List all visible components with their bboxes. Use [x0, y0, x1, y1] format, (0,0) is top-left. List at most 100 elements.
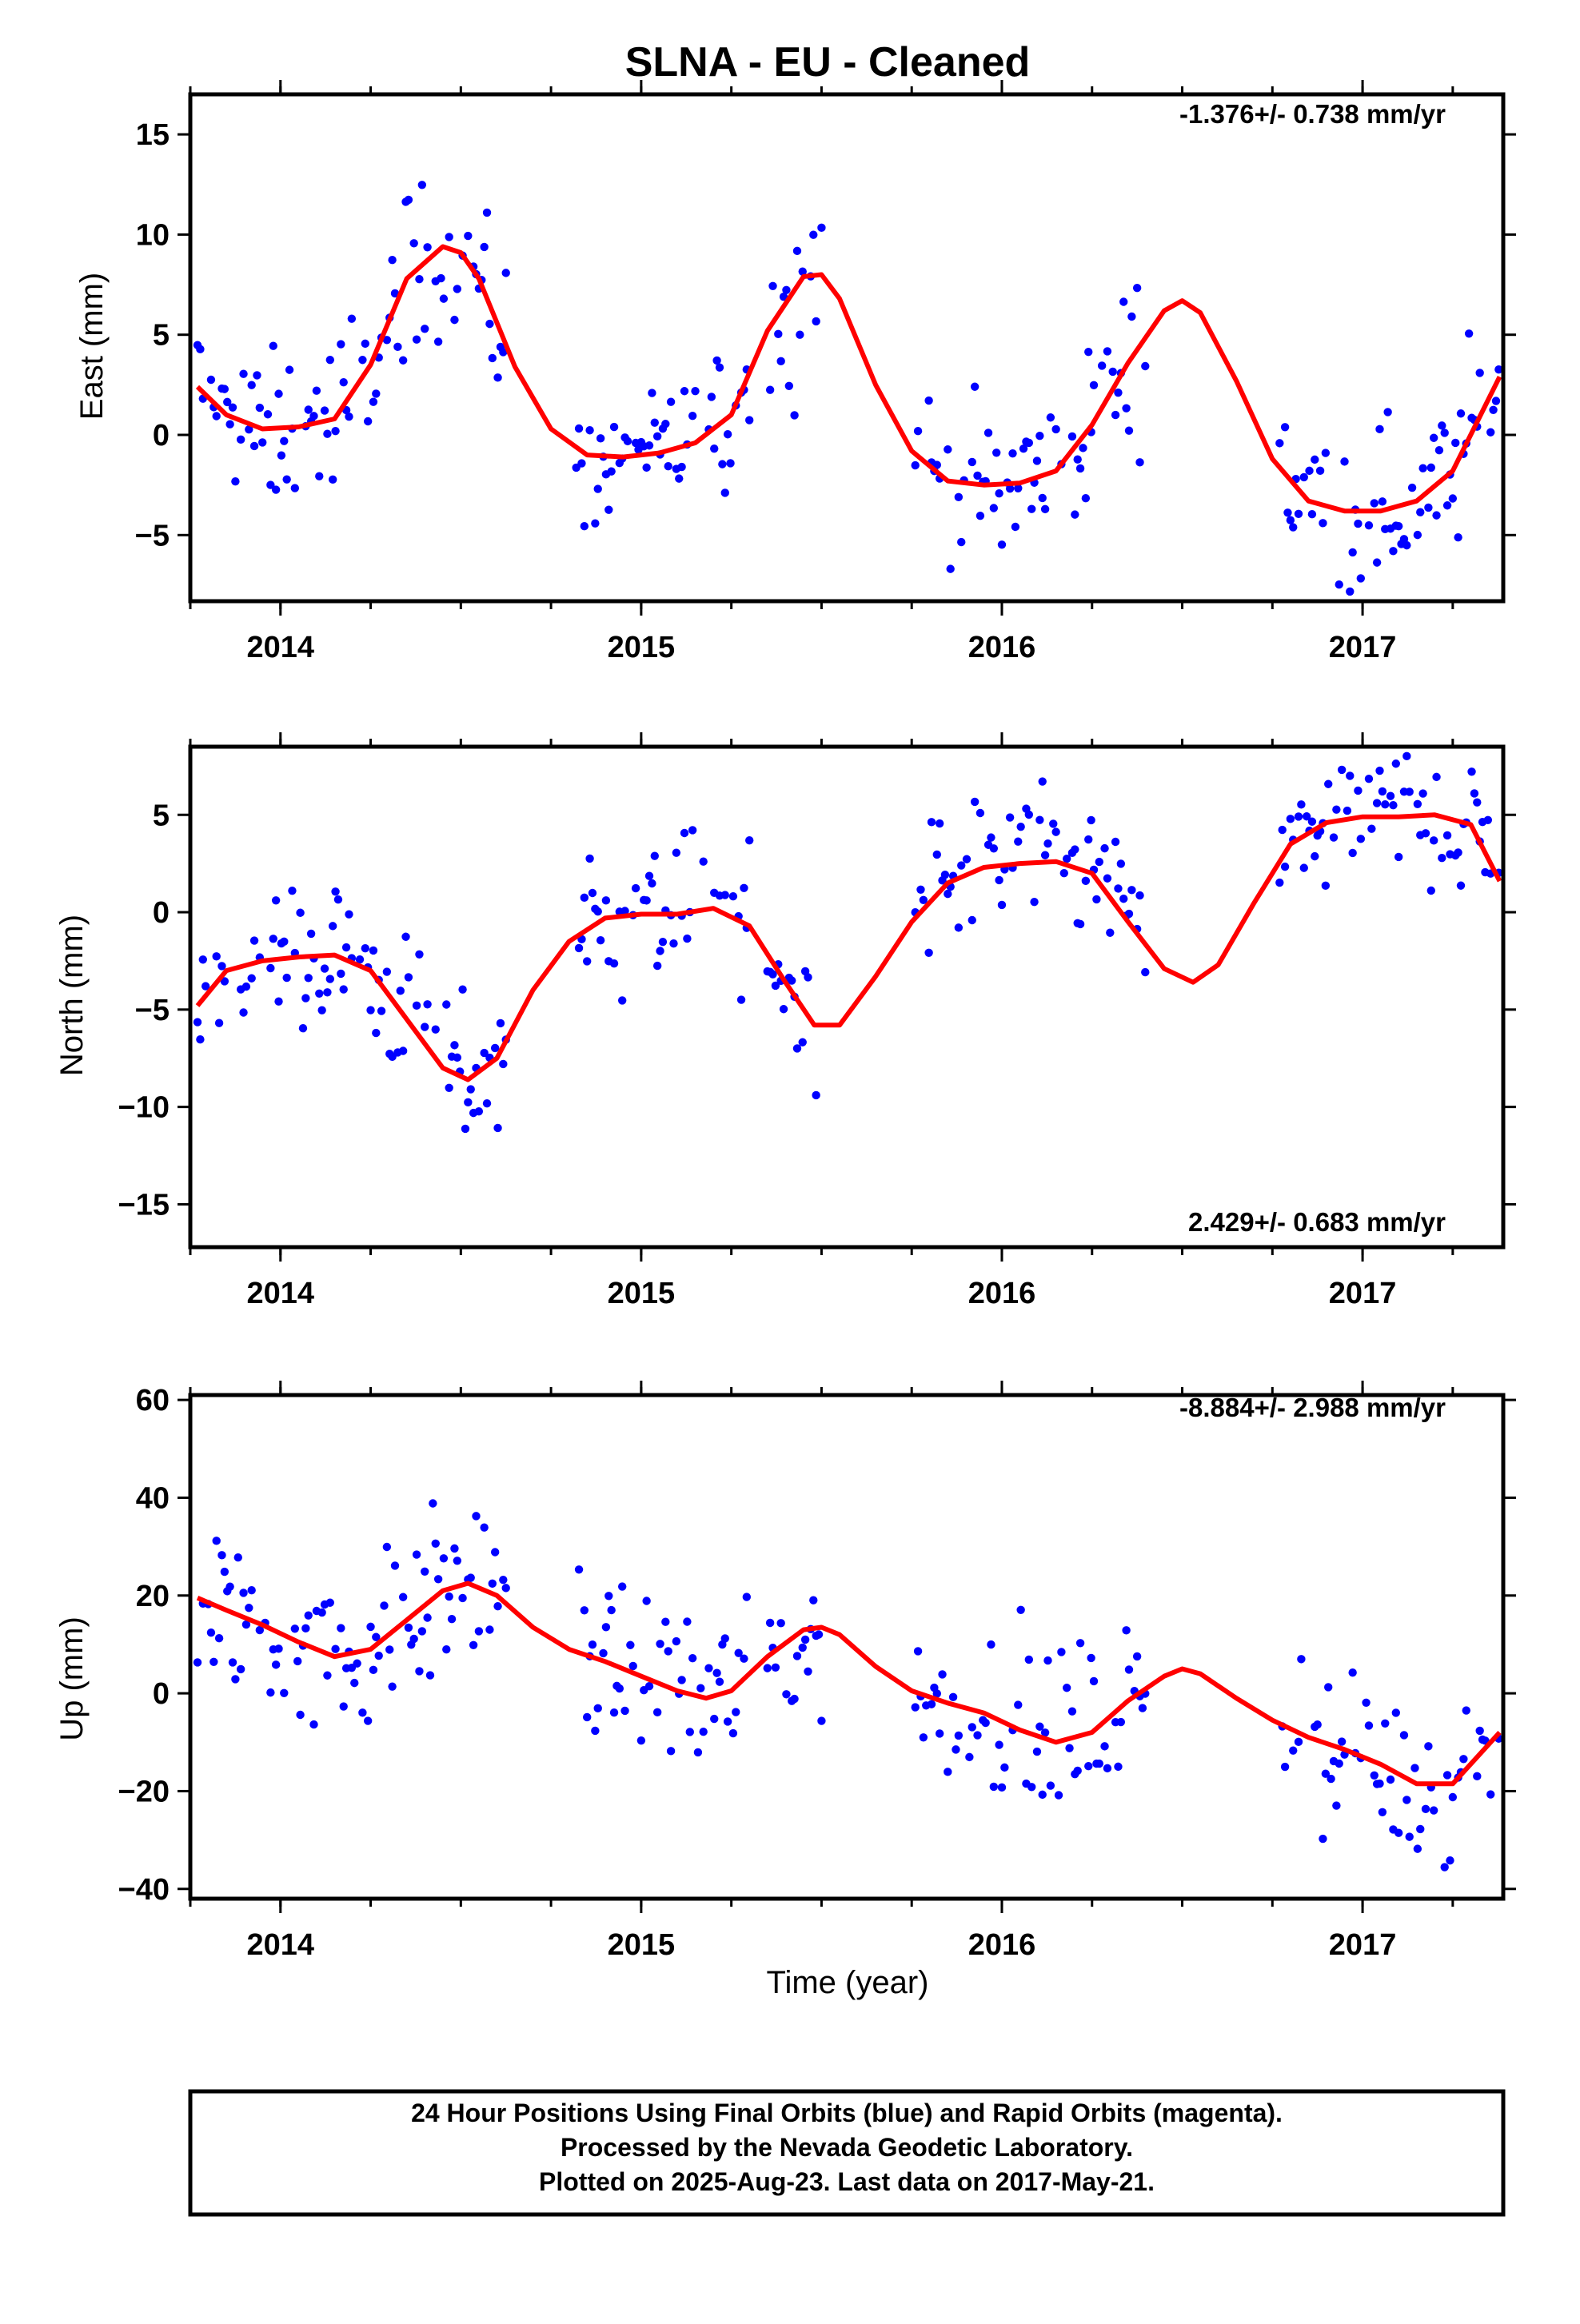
data-point: [1442, 1771, 1452, 1780]
data-point: [1375, 1779, 1384, 1788]
data-point: [223, 397, 232, 407]
data-point: [636, 1736, 646, 1745]
data-point: [421, 1567, 429, 1576]
data-point: [644, 871, 654, 880]
data-point: [1092, 895, 1101, 904]
data-point: [1383, 408, 1392, 417]
data-point: [913, 427, 923, 436]
data-point: [1486, 428, 1495, 436]
data-point: [1016, 822, 1025, 831]
data-point: [631, 883, 640, 893]
data-point: [255, 1625, 265, 1635]
data-point: [1030, 897, 1039, 907]
data-point: [652, 1708, 662, 1717]
data-point: [490, 1548, 500, 1557]
data-point: [1315, 466, 1325, 476]
data-point: [466, 1573, 475, 1582]
data-point: [388, 256, 397, 265]
data-point: [501, 269, 510, 277]
data-point: [304, 405, 313, 414]
data-point: [661, 420, 670, 429]
data-point: [973, 1731, 982, 1740]
data-point: [1418, 789, 1427, 798]
data-point: [652, 961, 662, 971]
data-point: [1081, 876, 1091, 886]
data-point: [361, 339, 369, 349]
x-tick-label: 2015: [608, 1928, 676, 1962]
data-point: [1319, 1834, 1327, 1844]
data-point: [1294, 1737, 1303, 1747]
data-point: [231, 476, 240, 486]
data-point: [1311, 851, 1319, 861]
data-point: [488, 1579, 497, 1589]
data-point: [445, 1083, 453, 1092]
data-point: [258, 438, 267, 447]
data-point: [989, 844, 999, 853]
data-point: [1494, 365, 1503, 374]
data-point: [217, 962, 226, 971]
data-point: [954, 923, 964, 932]
data-point: [995, 875, 1003, 885]
data-point: [212, 1537, 221, 1545]
data-point: [1462, 1706, 1470, 1715]
data-point: [1378, 497, 1387, 506]
data-point: [271, 896, 281, 905]
data-point: [734, 1648, 743, 1657]
data-point: [417, 1627, 427, 1636]
data-point: [309, 1720, 318, 1729]
data-point: [1127, 312, 1136, 321]
data-point: [1348, 848, 1357, 858]
data-point: [913, 1647, 923, 1656]
data-point: [328, 922, 337, 931]
data-point: [699, 1728, 708, 1736]
data-point: [680, 828, 689, 838]
data-point: [1343, 806, 1352, 815]
data-point: [415, 1667, 424, 1676]
data-point: [932, 460, 941, 469]
y-tick-label: 15: [136, 118, 170, 152]
data-point: [672, 1636, 681, 1646]
data-point: [220, 1567, 229, 1577]
data-point: [642, 463, 651, 472]
data-point: [474, 1106, 484, 1116]
data-point: [957, 861, 966, 870]
data-point: [790, 1694, 799, 1704]
east-panel: -1.376+/- 0.738 mm/yr East (mm) 2014 2015…: [74, 80, 1516, 664]
data-point: [331, 1644, 340, 1653]
data-point: [664, 1647, 672, 1656]
data-point: [1075, 464, 1085, 473]
data-point: [499, 348, 508, 357]
data-point: [1289, 1746, 1298, 1755]
data-point: [924, 948, 933, 957]
data-point: [1027, 1783, 1036, 1792]
data-point: [1354, 519, 1363, 528]
data-point: [1327, 1774, 1335, 1784]
data-point: [1438, 421, 1446, 430]
data-point: [1324, 779, 1333, 788]
data-point: [1467, 767, 1476, 776]
data-point: [396, 987, 405, 995]
data-point: [1448, 494, 1458, 503]
data-point: [501, 1584, 510, 1593]
data-point: [973, 471, 982, 480]
data-point: [620, 1706, 629, 1716]
data-point: [1141, 361, 1150, 371]
data-point: [732, 1708, 740, 1716]
data-point: [1348, 548, 1357, 557]
data-point: [445, 1592, 453, 1601]
data-point: [320, 964, 329, 973]
data-point: [728, 1728, 738, 1738]
data-point: [718, 460, 727, 468]
data-point: [1051, 425, 1060, 434]
data-point: [601, 896, 611, 905]
y-tick-label: 10: [136, 218, 170, 252]
data-point: [574, 943, 584, 953]
data-point: [935, 1729, 944, 1738]
data-point: [433, 337, 443, 346]
data-point: [231, 1675, 240, 1684]
data-point: [720, 1634, 729, 1643]
data-point: [1111, 410, 1120, 420]
data-point: [812, 317, 820, 326]
data-point: [280, 436, 289, 445]
data-point: [1375, 425, 1384, 434]
